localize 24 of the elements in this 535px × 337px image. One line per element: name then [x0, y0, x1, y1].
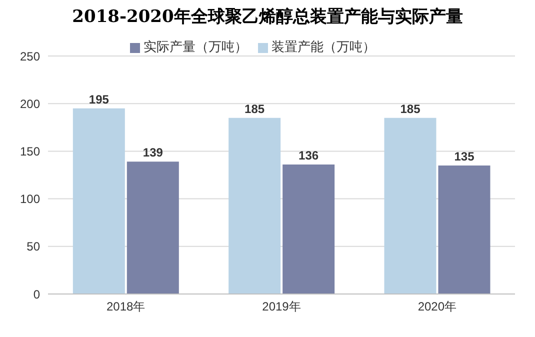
- y-tick-label: 200: [20, 96, 40, 111]
- data-label: 185: [244, 102, 265, 116]
- y-tick-label: 150: [20, 144, 40, 158]
- bar: [384, 118, 436, 294]
- y-tick-label: 50: [26, 240, 40, 254]
- bar: [228, 118, 281, 294]
- data-label: 135: [454, 149, 475, 164]
- legend-label: 装置产能（万吨）: [272, 39, 376, 54]
- data-label: 195: [88, 92, 110, 106]
- bar: [282, 164, 335, 294]
- y-tick-label: 0: [33, 287, 40, 302]
- x-tick-label: 2019年: [262, 300, 301, 314]
- bar: [438, 165, 490, 294]
- bar: [126, 162, 179, 294]
- legend-label: 实际产量（万吨）: [144, 39, 248, 54]
- chart-title: 2018-2020年全球聚乙烯醇总装置产能与实际产量: [71, 6, 464, 29]
- x-tick-label: 2018年: [106, 300, 146, 314]
- y-tick-label: 250: [20, 49, 40, 64]
- data-label: 139: [142, 146, 164, 160]
- data-label: 185: [400, 102, 421, 116]
- x-tick-label: 2020年: [418, 300, 457, 314]
- y-tick-label: 100: [20, 192, 40, 206]
- bar: [72, 108, 125, 294]
- data-label: 136: [298, 148, 319, 163]
